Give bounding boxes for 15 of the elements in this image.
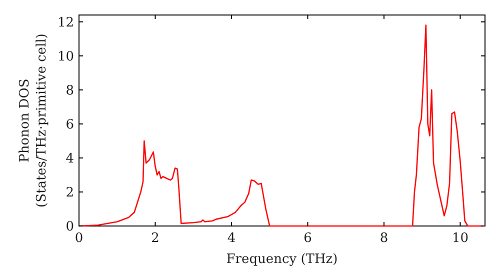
x-tick-label: 2 [151,231,160,246]
x-tick-label: 4 [227,231,236,246]
y-tick-label: 4 [66,151,74,166]
x-tick-label: 6 [304,231,312,246]
y-tick-label: 10 [57,49,74,64]
x-tick-label: 8 [380,231,388,246]
y-tick-label: 12 [57,15,74,30]
x-axis-title: Frequency (THz) [226,252,338,267]
y-tick-label: 0 [66,220,74,235]
y-tick-label: 8 [66,83,74,98]
x-tick-label: 10 [452,231,468,246]
y-axis-title: Phonon DOS (States/THz·primitive cell) [18,33,50,208]
y-tick-label: 6 [66,117,74,132]
line-series [78,24,484,227]
y-tick-label: 2 [66,186,74,201]
